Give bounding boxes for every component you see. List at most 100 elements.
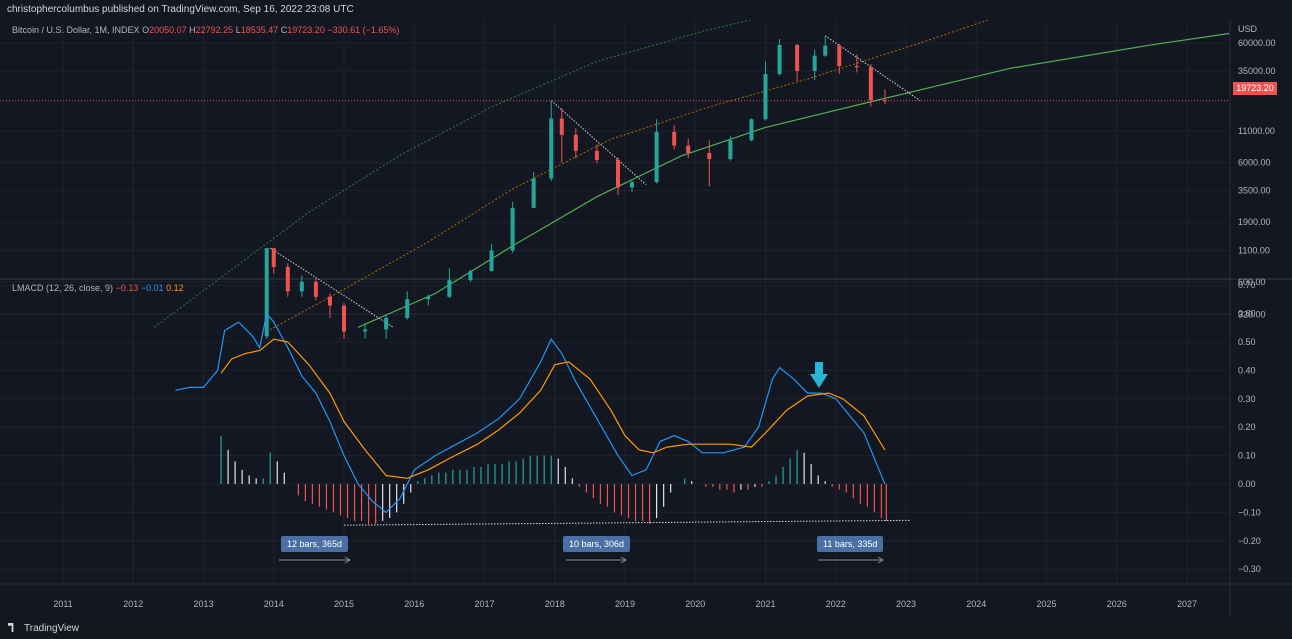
chart-background <box>0 20 1292 618</box>
candle-body <box>405 299 410 318</box>
tradingview-logo: TradingView <box>8 623 79 634</box>
macd-axis-label: 0.40 <box>1238 365 1256 375</box>
candle-body <box>363 329 368 332</box>
candle-body <box>812 55 817 71</box>
candle-body <box>672 131 677 146</box>
measure-arrow-2 <box>566 556 627 564</box>
time-axis-label: 2023 <box>896 599 916 609</box>
time-axis-label: 2024 <box>966 599 986 609</box>
high-value: 22792.25 <box>195 25 234 35</box>
chart-svg[interactable]: USD 60000.00 35000.00 11000.00 6000.00 3500.0… <box>0 20 1292 618</box>
candle-body <box>882 100 887 102</box>
trend-line-2018 <box>550 100 647 186</box>
candle-body <box>728 140 733 160</box>
macd-hist-value: −0.13 <box>115 283 139 293</box>
price-axis-label: 60000.00 <box>1238 38 1276 48</box>
time-axis-label: 2020 <box>685 599 705 609</box>
low-label: L <box>235 25 241 35</box>
macd-axis-label: 0.70 <box>1238 280 1256 290</box>
time-axis-label: 2014 <box>264 599 284 609</box>
macd-low-trend-line <box>343 519 910 526</box>
candle-body <box>468 271 473 281</box>
signal-line <box>220 338 886 479</box>
candle-body <box>264 248 269 337</box>
middle-growth-curve <box>266 20 990 333</box>
candle-body <box>707 152 712 160</box>
time-axis-label: 2026 <box>1107 599 1127 609</box>
trend-line-2014 <box>269 247 394 328</box>
published-info: christophercolumbus published on Trading… <box>7 4 354 15</box>
candle-body <box>654 131 659 183</box>
open-value: 20050.07 <box>149 25 187 35</box>
time-axis-label: 2025 <box>1036 599 1056 609</box>
time-axis-label: 2022 <box>826 599 846 609</box>
candle-body <box>854 66 859 68</box>
candle-body <box>777 44 782 75</box>
candle-body <box>271 248 276 267</box>
symbol-title: Bitcoin / U.S. Dollar, 1M, INDEX <box>12 25 140 35</box>
time-axis-label: 2012 <box>123 599 143 609</box>
macd-histogram <box>220 435 887 524</box>
time-axis-label: 2018 <box>545 599 565 609</box>
macd-axis-label: −0.20 <box>1238 536 1261 546</box>
price-legend: Bitcoin / U.S. Dollar, 1M, INDEX O20050.… <box>12 25 399 35</box>
candle-body <box>795 44 800 71</box>
candle-body <box>615 159 620 188</box>
measure-badge-1: 12 bars, 365d <box>281 536 349 552</box>
measure-badge-2: 10 bars, 306d <box>563 536 631 552</box>
down-arrow-icon <box>810 362 828 388</box>
macd-axis-label: 0.50 <box>1238 337 1256 347</box>
close-value: 19723.20 <box>287 25 325 35</box>
high-label: H <box>189 25 196 35</box>
measure-arrow-1 <box>279 556 351 564</box>
time-axis-label: 2011 <box>53 599 72 609</box>
candle-body <box>299 281 304 292</box>
header-bar: christophercolumbus published on Trading… <box>0 0 1292 21</box>
price-axis-label: 6000.00 <box>1238 157 1271 167</box>
close-label: C <box>280 25 288 35</box>
candle-body <box>559 118 564 135</box>
price-axis-label: 35000.00 <box>1238 66 1276 76</box>
candle-body <box>837 45 842 67</box>
chart-area[interactable]: USD 60000.00 35000.00 11000.00 6000.00 3500.0… <box>0 20 1292 618</box>
candle-body <box>510 207 515 251</box>
candle-body <box>285 266 290 292</box>
open-label: O <box>142 25 150 35</box>
measure-arrow-1-head <box>344 556 351 564</box>
price-axis-label: 1900.00 <box>1238 217 1271 227</box>
macd-axis-label: 0.10 <box>1238 451 1256 461</box>
brand-name: TradingView <box>24 623 80 634</box>
candle-body <box>594 150 599 160</box>
candle-body <box>763 74 768 120</box>
macd-axis-label: 0.00 <box>1238 479 1256 489</box>
time-axis-label: 2027 <box>1177 599 1197 609</box>
time-axis-label: 2013 <box>193 599 213 609</box>
macd-line <box>175 312 886 514</box>
candle-body <box>749 119 754 141</box>
candle-body <box>426 296 431 300</box>
tv-logo-icon <box>8 623 14 632</box>
price-axis-label: 1100.00 <box>1238 245 1270 255</box>
time-axis-label: 2016 <box>404 599 424 609</box>
macd-axis-label: −0.10 <box>1238 507 1261 517</box>
candle-body <box>630 182 635 188</box>
candle-body <box>327 296 332 306</box>
candle-body <box>549 118 554 179</box>
price-axis-label: 3500.00 <box>1238 185 1271 195</box>
time-axis-label: 2017 <box>474 599 494 609</box>
candle-body <box>573 134 578 151</box>
footer-bar: TradingView <box>0 618 1292 639</box>
time-axis-label: 2021 <box>755 599 775 609</box>
macd-signal-value: 0.12 <box>166 283 184 293</box>
macd-axis-label: 0.20 <box>1238 422 1256 432</box>
grid-lines <box>0 20 1230 584</box>
price-axis-currency: USD <box>1238 24 1258 34</box>
price-axis-label: 600.00 <box>1238 277 1266 287</box>
measure-arrow-3-head <box>877 556 884 564</box>
macd-axis-label: 0.30 <box>1238 394 1256 404</box>
candle-body <box>342 305 346 332</box>
candle-body <box>531 178 536 208</box>
lower-support-curve <box>357 32 1230 328</box>
last-price-tag: 19723.20 <box>1233 82 1277 95</box>
macd-axis-label: −0.30 <box>1238 564 1261 574</box>
